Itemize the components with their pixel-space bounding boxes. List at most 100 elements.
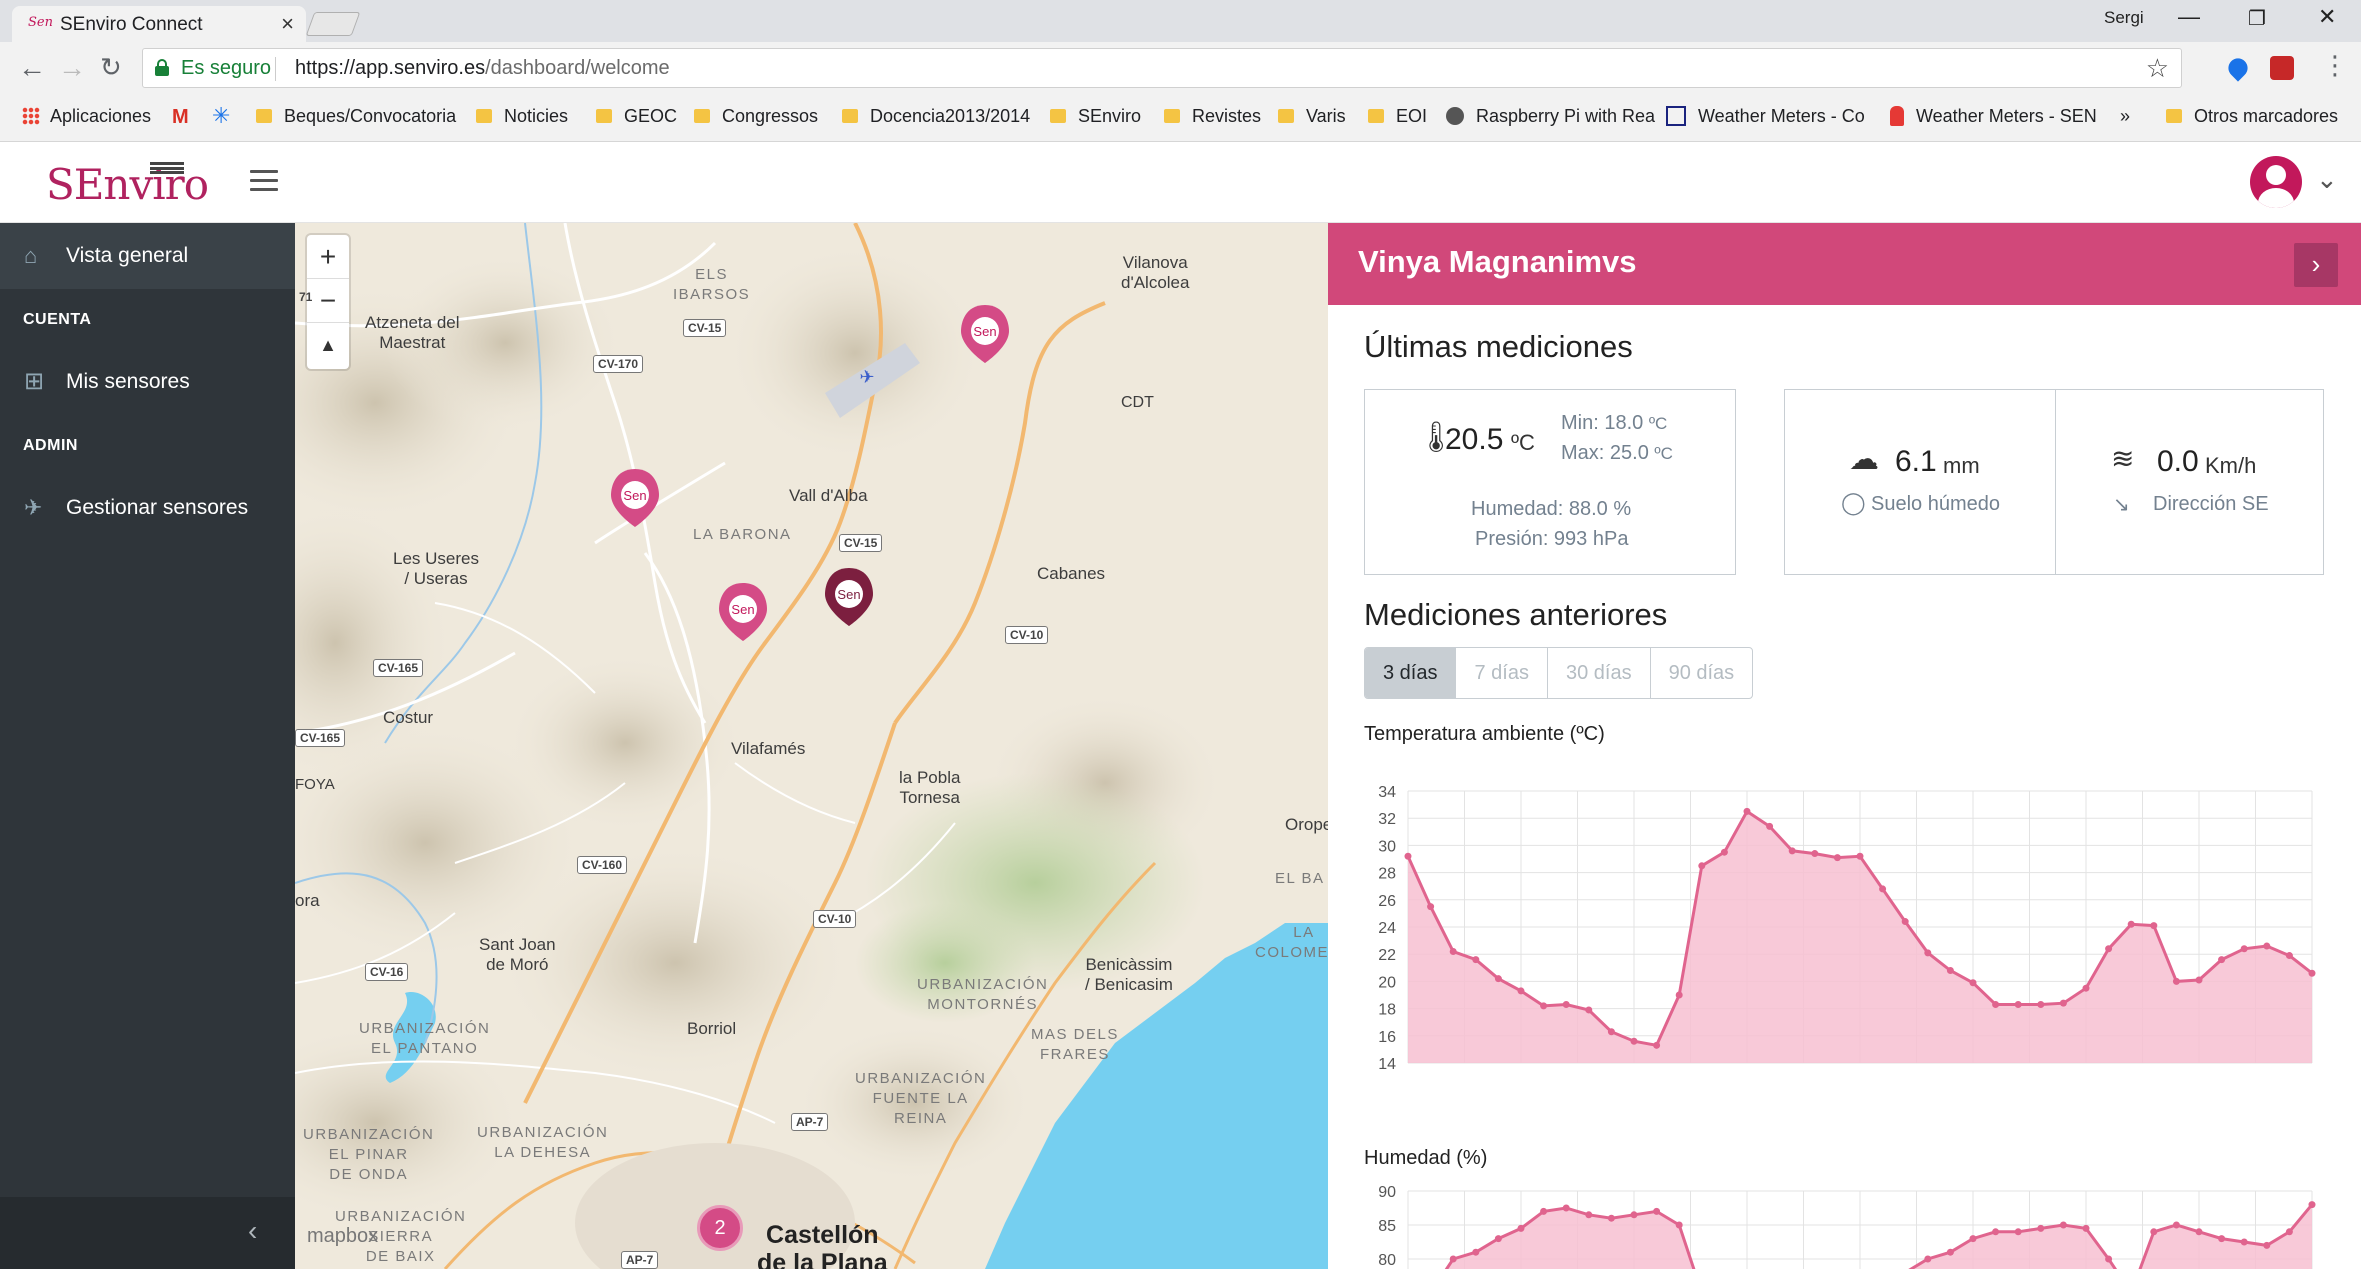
chart-point[interactable]	[2105, 1255, 2113, 1263]
chart-point[interactable]	[2082, 984, 2090, 992]
chart-point[interactable]	[1856, 852, 1864, 860]
bookmark-folder-other[interactable]: Otros marcadores	[2166, 106, 2338, 127]
chart-point[interactable]	[2263, 1241, 2271, 1249]
mapbox-attribution-logo[interactable]: mapbox	[307, 1225, 379, 1247]
sensor-cluster-marker[interactable]: 2	[697, 1205, 743, 1251]
bookmark-folder[interactable]: GEOC	[596, 106, 677, 127]
close-window-icon[interactable]: ✕	[2318, 4, 2337, 29]
chart-point[interactable]	[1743, 807, 1751, 815]
bookmark-folder[interactable]: SEnviro	[1050, 106, 1141, 127]
chart-point[interactable]	[1585, 1006, 1593, 1014]
chart-point[interactable]	[1879, 885, 1887, 893]
chart-point[interactable]	[2059, 1221, 2067, 1229]
chart-point[interactable]	[2218, 1235, 2226, 1243]
zoom-in-button[interactable]: +	[307, 235, 349, 279]
range-3-days-button[interactable]: 3 días	[1365, 648, 1457, 698]
chart-point[interactable]	[2240, 1238, 2248, 1246]
chart-point[interactable]	[2195, 1228, 2203, 1236]
chart-point[interactable]	[1449, 1255, 1457, 1263]
chart-point[interactable]	[2285, 952, 2293, 960]
chart-point[interactable]	[1946, 1248, 1954, 1256]
chart-point[interactable]	[1562, 1001, 1570, 1009]
browser-menu-icon[interactable]: ⋮	[2322, 50, 2348, 80]
chart-point[interactable]	[2059, 999, 2067, 1007]
chart-point[interactable]	[2218, 956, 2226, 964]
chart-point[interactable]	[2037, 1224, 2045, 1232]
chart-point[interactable]	[1901, 918, 1909, 926]
chart-point[interactable]	[1924, 1255, 1932, 1263]
chart-point[interactable]	[1946, 967, 1954, 975]
chart-point[interactable]	[1472, 1248, 1480, 1256]
chart-point[interactable]	[1494, 975, 1502, 983]
reload-icon[interactable]: ↻	[100, 52, 122, 82]
gmail-icon[interactable]: M	[172, 106, 189, 128]
window-user-name[interactable]: Sergi	[2104, 8, 2144, 27]
chart-point[interactable]	[2105, 945, 2113, 953]
chart-point[interactable]	[2172, 977, 2180, 985]
chart-point[interactable]	[1720, 848, 1728, 856]
extension-mendeley-icon[interactable]	[2270, 56, 2294, 80]
hamburger-menu-icon[interactable]	[250, 170, 278, 192]
chart-point[interactable]	[1607, 1028, 1615, 1036]
chart-point[interactable]	[1607, 1214, 1615, 1222]
chart-point[interactable]	[1833, 854, 1841, 862]
map[interactable]: ✈ Sen Sen Sen Sen + − ▲ Atzeneta del Maes	[295, 223, 1328, 1269]
extension-drop-icon[interactable]	[2224, 54, 2252, 82]
chart-point[interactable]	[1472, 956, 1480, 964]
chart-point[interactable]	[2014, 1001, 2022, 1009]
restore-icon[interactable]: ❐	[2248, 8, 2266, 30]
compass-icon[interactable]: ▲	[319, 335, 337, 355]
sensor-marker[interactable]: Sen	[961, 305, 1009, 363]
chart-point[interactable]	[1653, 1207, 1661, 1215]
range-30-days-button[interactable]: 30 días	[1548, 648, 1651, 698]
chart-point[interactable]	[2014, 1228, 2022, 1236]
chart-point[interactable]	[2127, 920, 2135, 928]
bookmark-weather-meters[interactable]: Weather Meters - Co	[1666, 106, 1865, 127]
address-bar[interactable]: Es seguro https://app.senviro.es/dashboa…	[142, 48, 2182, 88]
sensor-marker[interactable]: Sen	[611, 469, 659, 527]
forward-icon[interactable]: →	[58, 52, 86, 83]
chart-point[interactable]	[1992, 1228, 2000, 1236]
back-icon[interactable]: ←	[18, 52, 46, 83]
bookmark-star-icon[interactable]: ☆	[2145, 53, 2169, 83]
chart-point[interactable]	[1675, 1221, 1683, 1229]
chart-point[interactable]	[1969, 1235, 1977, 1243]
chart-point[interactable]	[1540, 1002, 1548, 1010]
chart-point[interactable]	[2308, 969, 2316, 977]
chart-point[interactable]	[1630, 1037, 1638, 1045]
chart-point[interactable]	[1449, 947, 1457, 955]
chart-point[interactable]	[1517, 987, 1525, 995]
url-text[interactable]: https://app.senviro.es/dashboard/welcome	[295, 57, 670, 79]
new-tab-button[interactable]	[305, 12, 361, 36]
bookmark-folder[interactable]: Docencia2013/2014	[842, 106, 1030, 127]
chart-point[interactable]	[1562, 1204, 1570, 1212]
bookmark-folder[interactable]: Congressos	[694, 106, 818, 127]
chart-point[interactable]	[1404, 852, 1412, 860]
sidebar-item-overview[interactable]: ⌂ Vista general	[0, 223, 295, 289]
zoom-out-button[interactable]: −	[307, 279, 349, 323]
chart-point[interactable]	[1811, 850, 1819, 858]
panel-close-chevron-icon[interactable]: ›	[2294, 243, 2338, 287]
chart-point[interactable]	[1969, 979, 1977, 987]
chart-point[interactable]	[2037, 1001, 2045, 1009]
browser-tab[interactable]: Sen SEnviro Connect ×	[12, 6, 306, 42]
chart-point[interactable]	[1992, 1001, 2000, 1009]
chart-point[interactable]	[2195, 976, 2203, 984]
chart-point[interactable]	[1788, 847, 1796, 855]
chart-point[interactable]	[2308, 1201, 2316, 1209]
chart-point[interactable]	[2240, 945, 2248, 953]
chart-point[interactable]	[2150, 1228, 2158, 1236]
chart-point[interactable]	[1517, 1224, 1525, 1232]
chart-point[interactable]	[2150, 922, 2158, 930]
chart-point[interactable]	[1540, 1207, 1548, 1215]
chart-point[interactable]	[2082, 1224, 2090, 1232]
sidebar-collapse-icon[interactable]: ‹	[248, 1215, 258, 1246]
chart-point[interactable]	[1630, 1211, 1638, 1219]
bookmark-folder[interactable]: Varis	[1278, 106, 1346, 127]
chart-point[interactable]	[1494, 1235, 1502, 1243]
chart-point[interactable]	[1585, 1211, 1593, 1219]
sensor-marker[interactable]: Sen	[719, 583, 767, 641]
asterisk-bookmark-icon[interactable]: ✳	[212, 103, 231, 128]
chart-point[interactable]	[1698, 862, 1706, 870]
bookmark-folder[interactable]: Revistes	[1164, 106, 1261, 127]
